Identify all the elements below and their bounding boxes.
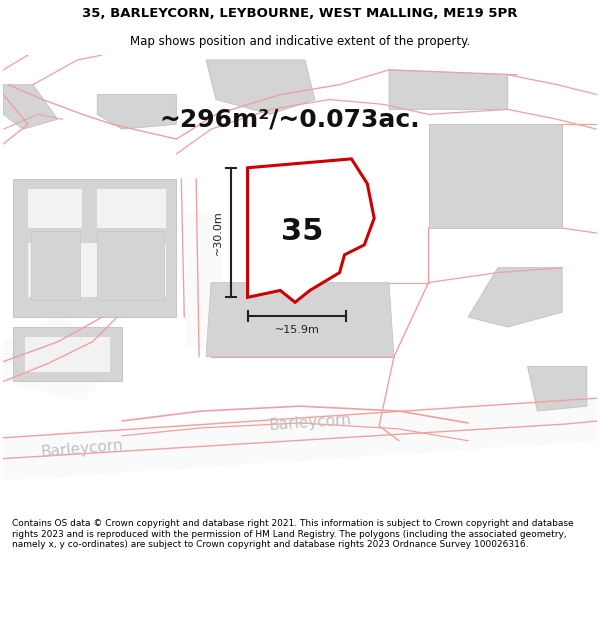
Text: Contains OS data © Crown copyright and database right 2021. This information is : Contains OS data © Crown copyright and d… [12,519,574,549]
Polygon shape [25,337,110,371]
Polygon shape [13,327,122,381]
Text: 35, BARLEYCORN, LEYBOURNE, WEST MALLING, ME19 5PR: 35, BARLEYCORN, LEYBOURNE, WEST MALLING,… [82,8,518,20]
Polygon shape [13,179,176,317]
Text: ~15.9m: ~15.9m [275,325,319,335]
Polygon shape [389,70,508,109]
Polygon shape [31,231,80,300]
Text: Barleycorn: Barleycorn [41,438,124,460]
Polygon shape [206,282,394,357]
Text: ~30.0m: ~30.0m [213,210,223,255]
Polygon shape [28,189,82,228]
Polygon shape [97,189,166,228]
Text: ~296m²/~0.073ac.: ~296m²/~0.073ac. [160,107,421,131]
Polygon shape [206,60,315,114]
Polygon shape [3,312,112,401]
Polygon shape [428,124,562,228]
Polygon shape [3,396,597,481]
Polygon shape [527,367,587,411]
Polygon shape [3,84,58,129]
Polygon shape [468,268,562,327]
Polygon shape [97,94,176,129]
Polygon shape [186,213,221,347]
Text: Barleycorn: Barleycorn [268,412,352,433]
Text: 35: 35 [281,217,323,246]
Polygon shape [97,231,163,300]
Text: Map shows position and indicative extent of the property.: Map shows position and indicative extent… [130,35,470,48]
Polygon shape [28,243,166,298]
Polygon shape [248,159,374,302]
